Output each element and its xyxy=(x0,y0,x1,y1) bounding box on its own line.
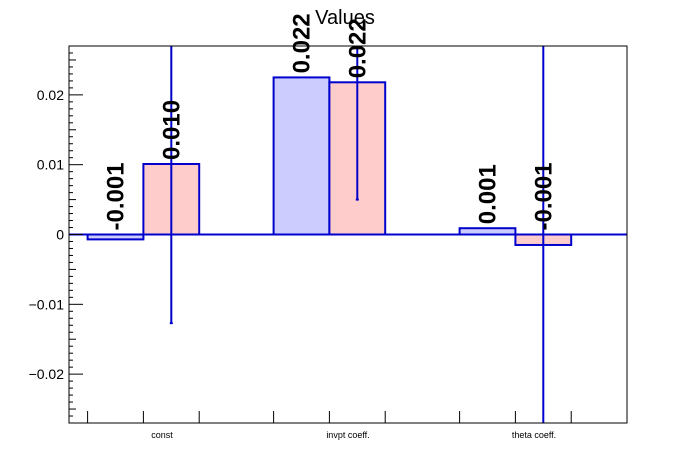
data-label: 0.010 xyxy=(158,100,185,160)
data-labels-layer: -0.001 0.022 0.001 0.010 0.022 -0.001 xyxy=(103,13,558,230)
x-category-label: const xyxy=(151,430,173,440)
y-tick-label: 0.02 xyxy=(37,87,64,103)
x-category-label: invpt coeff. xyxy=(326,430,369,440)
y-tick-label: −0.02 xyxy=(29,366,65,382)
y-tick-label: 0.01 xyxy=(37,157,64,173)
data-label: 0.022 xyxy=(344,18,371,78)
chart-title: Values xyxy=(315,7,375,29)
data-label: 0.022 xyxy=(289,13,316,73)
y-tick-label: 0 xyxy=(56,227,64,243)
data-label: -0.001 xyxy=(103,162,130,230)
data-label: 0.001 xyxy=(475,164,502,224)
bar xyxy=(272,76,331,236)
x-category-label: theta coeff. xyxy=(512,430,556,440)
data-label: -0.001 xyxy=(530,162,557,230)
y-tick-label: −0.01 xyxy=(29,296,65,312)
